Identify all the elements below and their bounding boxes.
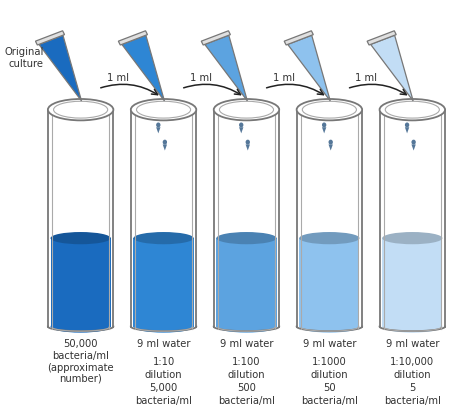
Text: bacteria/ml: bacteria/ml: [52, 351, 109, 361]
Ellipse shape: [48, 99, 113, 120]
Text: 50
bacteria/ml: 50 bacteria/ml: [301, 383, 358, 406]
Text: 500
bacteria/ml: 500 bacteria/ml: [218, 383, 275, 406]
Ellipse shape: [54, 101, 108, 118]
Ellipse shape: [137, 101, 191, 118]
Ellipse shape: [411, 139, 416, 145]
Polygon shape: [205, 35, 247, 101]
Polygon shape: [322, 127, 326, 133]
Polygon shape: [118, 31, 147, 45]
Bar: [134, 238, 194, 326]
Ellipse shape: [382, 232, 442, 244]
Polygon shape: [122, 35, 164, 101]
Text: 5,000
bacteria/ml: 5,000 bacteria/ml: [135, 383, 192, 406]
Ellipse shape: [380, 99, 445, 120]
Polygon shape: [328, 144, 333, 151]
Bar: [216, 238, 277, 326]
Text: 9 ml water: 9 ml water: [385, 339, 439, 349]
Ellipse shape: [134, 232, 194, 244]
Text: 1:10
dilution: 1:10 dilution: [145, 357, 182, 380]
Ellipse shape: [302, 101, 356, 118]
Bar: [382, 238, 442, 326]
Polygon shape: [284, 31, 313, 45]
Polygon shape: [367, 31, 396, 45]
Polygon shape: [371, 35, 413, 101]
Text: 9 ml water: 9 ml water: [137, 339, 190, 349]
Text: 50,000: 50,000: [64, 339, 98, 349]
Text: 9 ml water: 9 ml water: [302, 339, 356, 349]
Text: (approximate: (approximate: [47, 363, 114, 373]
Ellipse shape: [385, 101, 439, 118]
Ellipse shape: [297, 99, 362, 120]
Ellipse shape: [219, 101, 273, 118]
Polygon shape: [405, 127, 409, 133]
Polygon shape: [201, 31, 230, 45]
Polygon shape: [288, 35, 330, 101]
Polygon shape: [239, 127, 244, 133]
Ellipse shape: [299, 232, 359, 244]
Ellipse shape: [216, 320, 277, 333]
Ellipse shape: [239, 122, 244, 128]
Ellipse shape: [51, 320, 111, 333]
Ellipse shape: [156, 122, 161, 128]
Bar: [299, 238, 359, 326]
Ellipse shape: [246, 139, 250, 145]
Ellipse shape: [382, 320, 442, 333]
Polygon shape: [163, 144, 167, 151]
Polygon shape: [36, 31, 64, 45]
Text: 1 ml: 1 ml: [273, 73, 294, 83]
Polygon shape: [39, 35, 82, 101]
Polygon shape: [411, 144, 416, 151]
Ellipse shape: [299, 320, 359, 333]
Ellipse shape: [322, 122, 326, 128]
Ellipse shape: [163, 139, 167, 145]
Ellipse shape: [131, 99, 196, 120]
Text: 1:1000
dilution: 1:1000 dilution: [310, 357, 348, 380]
Text: culture: culture: [9, 59, 44, 69]
Ellipse shape: [405, 122, 409, 128]
Text: 1:10,000
dilution: 1:10,000 dilution: [390, 357, 434, 380]
Text: 1 ml: 1 ml: [356, 73, 377, 83]
Ellipse shape: [216, 232, 277, 244]
Text: 1 ml: 1 ml: [107, 73, 129, 83]
Text: 1:100
dilution: 1:100 dilution: [228, 357, 265, 380]
Polygon shape: [246, 144, 250, 151]
Text: 9 ml water: 9 ml water: [220, 339, 273, 349]
Text: 1 ml: 1 ml: [190, 73, 212, 83]
Bar: [51, 238, 111, 326]
Ellipse shape: [328, 139, 333, 145]
Ellipse shape: [134, 320, 194, 333]
Text: 5
bacteria/ml: 5 bacteria/ml: [384, 383, 441, 406]
Ellipse shape: [51, 232, 111, 244]
Polygon shape: [156, 127, 161, 133]
Text: Original: Original: [4, 47, 44, 57]
Text: number): number): [59, 374, 102, 384]
Ellipse shape: [214, 99, 279, 120]
